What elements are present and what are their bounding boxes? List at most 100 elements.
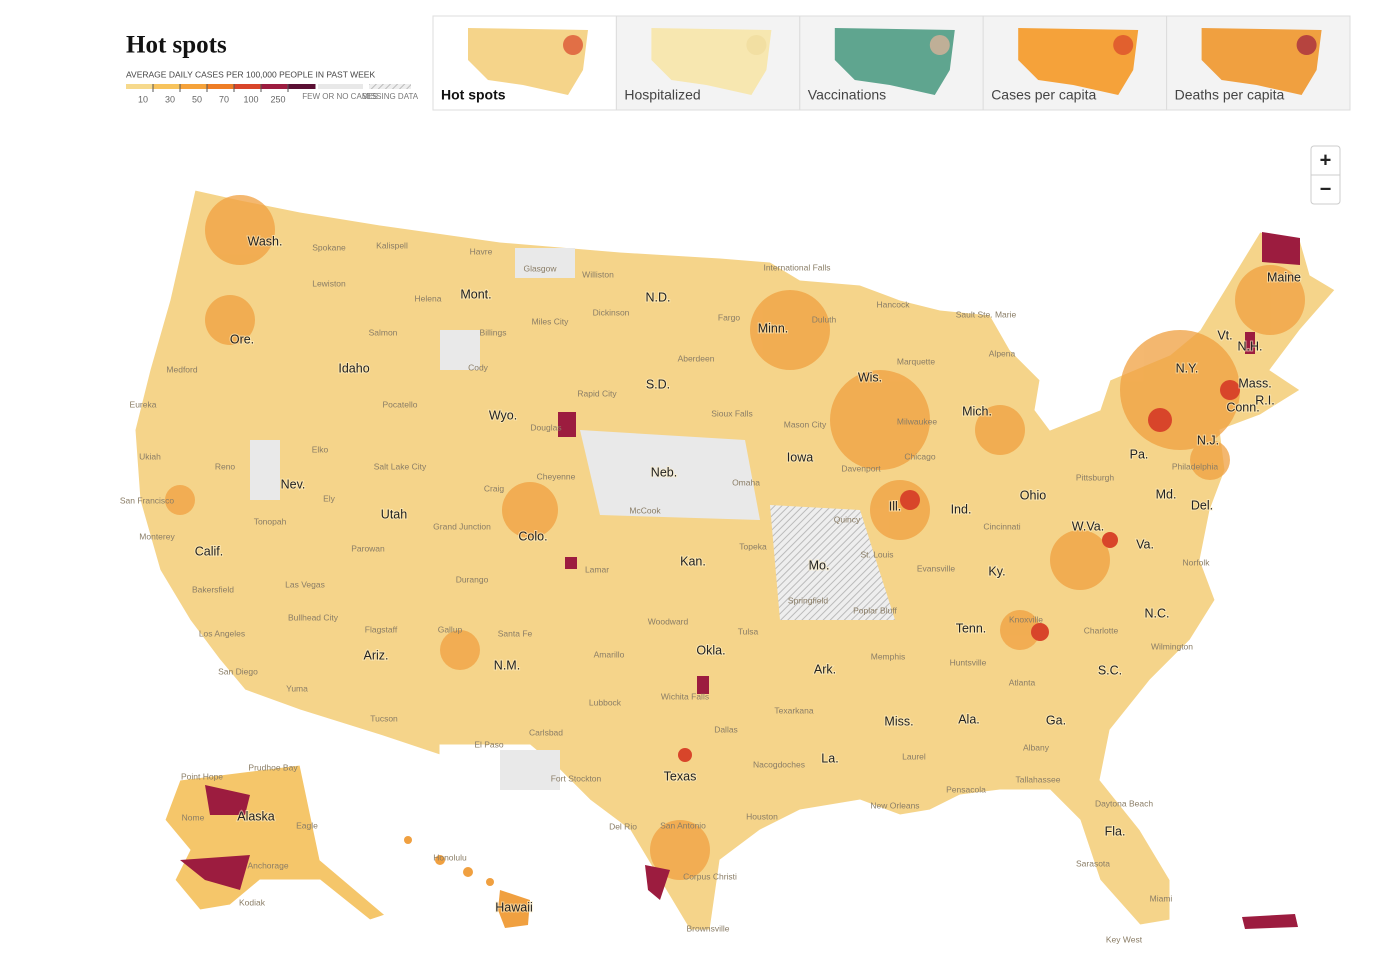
tab-label[interactable]: Hospitalized xyxy=(624,87,700,103)
city-label: Ukiah xyxy=(139,451,161,461)
city-label: Milwaukee xyxy=(897,416,937,426)
city-label: Anchorage xyxy=(247,860,288,870)
tab-label[interactable]: Vaccinations xyxy=(808,87,886,103)
city-label: Albany xyxy=(1023,742,1050,752)
city-label: Bakersfield xyxy=(192,584,234,594)
state-label: Ill. xyxy=(889,499,902,513)
city-label: Daytona Beach xyxy=(1095,798,1153,808)
tab-thumbnail xyxy=(468,28,588,95)
city-label: Kalispell xyxy=(376,240,408,250)
state-label: N.D. xyxy=(646,290,671,304)
map-labels: Spokane Kalispell Havre Glasgow Williston Int… xyxy=(120,233,1302,944)
city-label: Corpus Christi xyxy=(683,871,737,881)
state-label: Colo. xyxy=(518,529,547,543)
city-label: Woodward xyxy=(648,616,689,626)
state-label: Md. xyxy=(1156,487,1177,501)
city-label: Mason City xyxy=(784,419,827,429)
state-label: S.D. xyxy=(646,377,670,391)
city-label: Spokane xyxy=(312,242,346,252)
state-label: Neb. xyxy=(651,465,677,479)
city-label: Lubbock xyxy=(589,697,622,707)
city-label: Williston xyxy=(582,269,614,279)
zoom-in[interactable]: + xyxy=(1320,149,1332,171)
city-label: Sault Ste. Marie xyxy=(956,309,1017,319)
state-label: N.C. xyxy=(1145,606,1170,620)
state-label: Iowa xyxy=(787,450,813,464)
city-label: Atlanta xyxy=(1009,677,1036,687)
city-label: Chicago xyxy=(904,451,935,461)
city-label: Brownsville xyxy=(687,923,730,933)
city-label: Quincy xyxy=(834,514,861,524)
city-label: San Diego xyxy=(218,666,258,676)
city-label: St. Louis xyxy=(860,549,893,559)
state-label: Fla. xyxy=(1105,824,1126,838)
tabs: Hot spots Hospitalized Vaccinations Cases p… xyxy=(432,15,1351,111)
city-label: Cody xyxy=(468,362,489,372)
state-label: Kan. xyxy=(680,554,706,568)
city-label: Santa Fe xyxy=(498,628,533,638)
zoom-out[interactable]: − xyxy=(1320,178,1332,200)
city-label: Glasgow xyxy=(523,263,557,273)
city-label: Tulsa xyxy=(738,626,759,636)
city-label: Wilmington xyxy=(1151,641,1193,651)
city-label: Nacogdoches xyxy=(753,759,805,769)
city-label: Nome xyxy=(182,812,205,822)
state-label: W.Va. xyxy=(1072,519,1104,533)
city-label: Dickinson xyxy=(593,307,630,317)
city-label: Kodiak xyxy=(239,897,266,907)
state-label: Hawaii xyxy=(495,900,533,914)
city-label: Los Angeles xyxy=(199,628,245,638)
legend: 10 30 50 70 100 250 xyxy=(126,84,316,104)
tab-thumbnail xyxy=(651,28,772,95)
city-label: Evansville xyxy=(917,563,956,573)
city-label: Marquette xyxy=(897,356,936,366)
city-label: Miami xyxy=(1150,893,1173,903)
legend-swatch xyxy=(126,84,154,89)
missing-swatch xyxy=(369,84,411,89)
city-label: Grand Junction xyxy=(433,521,491,531)
city-label: Lewiston xyxy=(312,278,346,288)
legend-tick-label: 70 xyxy=(219,94,229,104)
state-label: Ohio xyxy=(1020,488,1046,502)
state-label: Wash. xyxy=(248,234,283,248)
few-label: FEW OR NO CASES xyxy=(302,92,378,101)
city-label: International Falls xyxy=(763,262,830,272)
state-label: La. xyxy=(821,751,838,765)
tab-label[interactable]: Cases per capita xyxy=(991,87,1096,103)
legend-caption: AVERAGE DAILY CASES PER 100,000 PEOPLE I… xyxy=(126,69,375,79)
city-label: Pocatello xyxy=(383,399,418,409)
city-label: Cheyenne xyxy=(537,471,576,481)
thumbnail-map xyxy=(468,28,588,95)
state-label: Nev. xyxy=(281,477,306,491)
city-label: Eureka xyxy=(130,399,157,409)
city-label: Hancock xyxy=(876,299,910,309)
city-label: Eagle xyxy=(296,820,318,830)
city-label: Carlsbad xyxy=(529,727,563,737)
legend-tick-label: 30 xyxy=(165,94,175,104)
city-label: San Francisco xyxy=(120,495,175,505)
state-label: Pa. xyxy=(1130,447,1149,461)
state-label: Utah xyxy=(381,507,407,521)
city-label: Tonopah xyxy=(254,516,287,526)
tab-label[interactable]: Deaths per capita xyxy=(1175,87,1285,103)
city-label: Del Rio xyxy=(609,821,637,831)
city-label: Aberdeen xyxy=(678,353,715,363)
hot-areas xyxy=(678,380,1240,762)
state-label: N.J. xyxy=(1197,433,1219,447)
city-label: Huntsville xyxy=(950,657,987,667)
city-label: Wichita Falls xyxy=(661,691,709,701)
city-label: Alpena xyxy=(989,348,1016,358)
city-label: Davenport xyxy=(841,463,881,473)
city-label: Rapid City xyxy=(577,388,617,398)
puerto-rico xyxy=(1242,914,1298,929)
city-label: Lamar xyxy=(585,564,609,574)
state-label: Mass. xyxy=(1238,376,1271,390)
legend-tick-label: 10 xyxy=(138,94,148,104)
city-label: McCook xyxy=(629,505,661,515)
few-case-areas xyxy=(250,248,760,790)
hawaii xyxy=(404,836,530,928)
state-label: Mont. xyxy=(460,287,491,301)
tab-label[interactable]: Hot spots xyxy=(441,87,506,103)
state-label: Miss. xyxy=(884,714,913,728)
state-label: Texas xyxy=(664,769,697,783)
